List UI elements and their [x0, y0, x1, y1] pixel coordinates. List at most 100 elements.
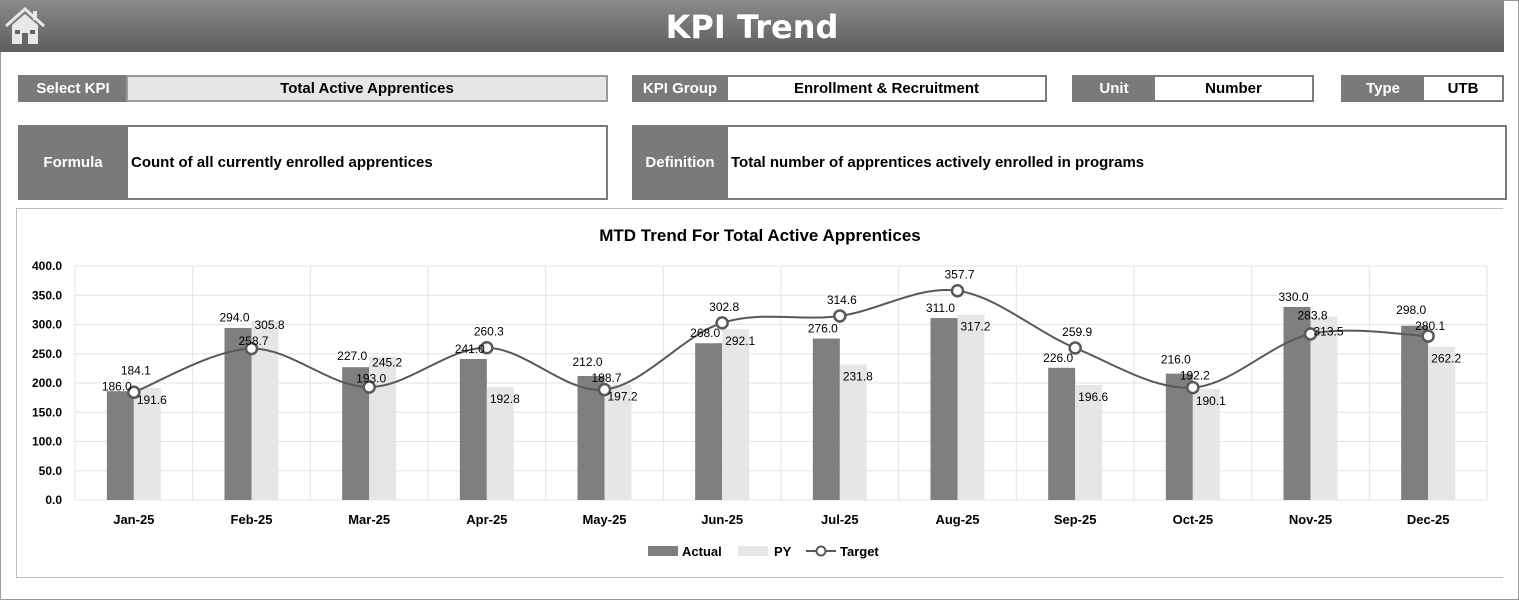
- actual-bar: [1048, 367, 1076, 500]
- y-tick-label: 350.0: [32, 288, 62, 302]
- target-marker: [1186, 380, 1200, 395]
- target-marker: [1303, 327, 1318, 341]
- x-tick-label: Sep-25: [1054, 512, 1097, 527]
- y-tick-label: 50.0: [39, 464, 63, 478]
- target-data-label: 302.8: [709, 300, 739, 314]
- y-tick-label: 300.0: [32, 318, 62, 332]
- x-tick-label: Jun-25: [701, 512, 743, 527]
- py-bar: [1075, 384, 1103, 500]
- select-kpi-dropdown[interactable]: Total Active Apprentices: [126, 75, 608, 102]
- target-marker: [597, 382, 612, 397]
- legend-py-swatch: [738, 546, 768, 556]
- target-marker: [480, 340, 494, 355]
- target-data-label: 193.0: [356, 371, 386, 385]
- py-bar: [1428, 346, 1456, 500]
- chart-container: [16, 208, 1503, 578]
- py-data-label: 197.2: [607, 390, 637, 404]
- kpi-group-value: Enrollment & Recruitment: [726, 75, 1047, 102]
- py-bar: [133, 387, 161, 500]
- y-tick-label: 150.0: [32, 405, 62, 419]
- actual-data-label: 216.0: [1161, 353, 1191, 367]
- actual-data-label: 241.0: [455, 342, 485, 356]
- actual-bar: [224, 328, 252, 500]
- py-bar: [369, 356, 397, 500]
- py-bar: [1192, 388, 1220, 500]
- x-tick-label: Aug-25: [935, 512, 979, 527]
- x-tick-label: Feb-25: [231, 512, 273, 527]
- target-marker: [244, 341, 259, 356]
- target-marker: [950, 283, 965, 298]
- target-marker: [362, 380, 376, 394]
- actual-data-label: 186.0: [102, 380, 132, 394]
- home-icon[interactable]: [4, 6, 46, 46]
- x-tick-label: Nov-25: [1289, 512, 1332, 527]
- chart-title: MTD Trend For Total Active Apprentices: [599, 226, 920, 245]
- py-bar: [722, 329, 750, 500]
- target-data-label: 283.8: [1297, 308, 1327, 322]
- actual-bar: [577, 375, 605, 500]
- target-marker: [1068, 341, 1082, 355]
- legend-target-marker: [815, 545, 827, 557]
- legend-actual-label: Actual: [682, 544, 722, 559]
- actual-data-label: 268.0: [690, 326, 720, 340]
- py-data-label: 231.8: [843, 369, 873, 383]
- target-marker: [715, 316, 729, 330]
- target-data-label: 280.1: [1415, 319, 1445, 333]
- py-bar: [839, 364, 867, 500]
- definition-value: Total number of apprentices actively enr…: [726, 125, 1507, 200]
- unit-label: Unit: [1072, 75, 1156, 102]
- actual-bar: [930, 318, 958, 500]
- py-data-label: 192.8: [490, 392, 520, 406]
- target-data-label: 259.9: [1062, 325, 1092, 339]
- x-tick-label: Jul-25: [821, 512, 859, 527]
- py-bar: [604, 384, 632, 500]
- y-tick-label: 200.0: [32, 376, 62, 390]
- target-marker: [1421, 329, 1435, 343]
- kpi-group-label: KPI Group: [632, 75, 728, 102]
- actual-data-label: 276.0: [808, 322, 838, 336]
- legend-actual-swatch: [648, 546, 678, 556]
- y-tick-label: 100.0: [32, 435, 62, 449]
- header-bar: KPI Trend: [0, 0, 1504, 52]
- x-tick-label: Dec-25: [1407, 512, 1450, 527]
- target-data-label: 188.7: [591, 371, 621, 385]
- x-tick-label: May-25: [582, 512, 626, 527]
- x-tick-label: Apr-25: [466, 512, 507, 527]
- actual-bar: [106, 391, 134, 500]
- actual-bar: [1401, 325, 1429, 500]
- target-marker: [127, 385, 141, 400]
- legend-py-label: PY: [774, 544, 792, 559]
- actual-bar: [812, 338, 840, 500]
- actual-data-label: 227.0: [337, 349, 367, 363]
- type-label: Type: [1341, 75, 1425, 102]
- target-marker: [833, 309, 847, 323]
- x-tick-label: Oct-25: [1173, 512, 1213, 527]
- legend-target-label: Target: [840, 544, 879, 559]
- y-tick-label: 250.0: [32, 347, 62, 361]
- py-data-label: 305.8: [254, 318, 284, 332]
- definition-label: Definition: [632, 125, 728, 200]
- target-data-label: 258.7: [238, 334, 268, 348]
- target-data-label: 260.3: [474, 325, 504, 339]
- target-data-label: 184.1: [121, 364, 151, 378]
- py-data-label: 245.2: [372, 355, 402, 369]
- actual-data-label: 298.0: [1396, 303, 1426, 317]
- actual-data-label: 226.0: [1043, 351, 1073, 365]
- page-title: KPI Trend: [665, 8, 839, 46]
- actual-data-label: 330.0: [1278, 290, 1308, 304]
- py-bar: [957, 314, 985, 500]
- formula-value: Count of all currently enrolled apprenti…: [126, 125, 608, 200]
- py-data-label: 190.1: [1196, 394, 1226, 408]
- target-data-label: 192.2: [1180, 369, 1210, 383]
- py-bar: [1310, 316, 1338, 500]
- x-tick-label: Mar-25: [348, 512, 390, 527]
- actual-data-label: 311.0: [926, 301, 955, 315]
- x-tick-label: Jan-25: [113, 512, 154, 527]
- actual-bar: [1165, 373, 1193, 500]
- select-kpi-label: Select KPI: [18, 75, 128, 102]
- y-tick-label: 400.0: [32, 259, 62, 273]
- py-data-label: 196.6: [1078, 390, 1108, 404]
- py-data-label: 262.2: [1431, 352, 1461, 366]
- py-data-label: 191.6: [137, 393, 167, 407]
